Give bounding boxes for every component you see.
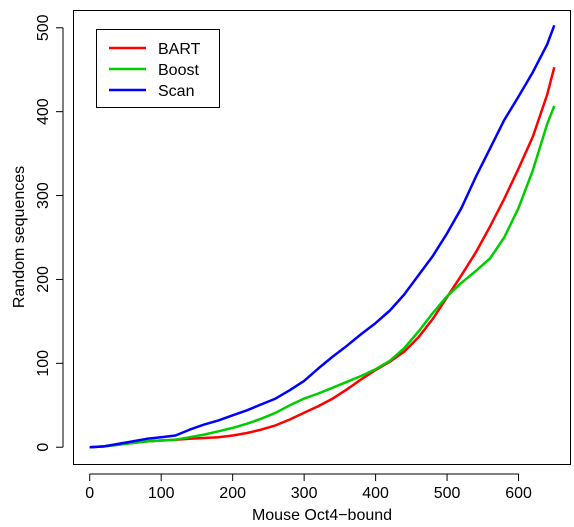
y-tick-label: 500	[35, 14, 52, 41]
series-line-scan	[89, 24, 556, 449]
legend-label-scan: Scan	[158, 83, 194, 100]
x-tick-label: 200	[219, 485, 246, 502]
series-lines	[89, 24, 556, 449]
x-tick-label: 100	[148, 485, 175, 502]
x-axis-title: Mouse Oct4−bound	[252, 507, 392, 524]
legend: BART Boost Scan	[96, 29, 220, 108]
y-tick-label: 300	[35, 182, 52, 209]
x-axis: 0 100 200 300 400 500 600	[85, 473, 532, 502]
y-tick-label: 400	[35, 98, 52, 125]
legend-label-bart: BART	[158, 41, 201, 58]
y-tick-label: 100	[35, 350, 52, 377]
x-tick-label: 0	[85, 485, 94, 502]
x-tick-label: 600	[505, 485, 532, 502]
y-axis-title: Random sequences	[11, 166, 28, 308]
x-tick-label: 500	[434, 485, 461, 502]
y-axis: 0 100 200 300 400 500	[35, 14, 64, 452]
legend-label-boost: Boost	[158, 62, 199, 79]
x-tick-label: 400	[362, 485, 389, 502]
series-line-bart	[89, 66, 556, 449]
x-tick-label: 300	[291, 485, 318, 502]
series-line-boost	[89, 105, 556, 449]
plot-frame	[73, 10, 571, 465]
y-tick-label: 200	[35, 266, 52, 293]
y-tick-label: 0	[35, 443, 52, 452]
